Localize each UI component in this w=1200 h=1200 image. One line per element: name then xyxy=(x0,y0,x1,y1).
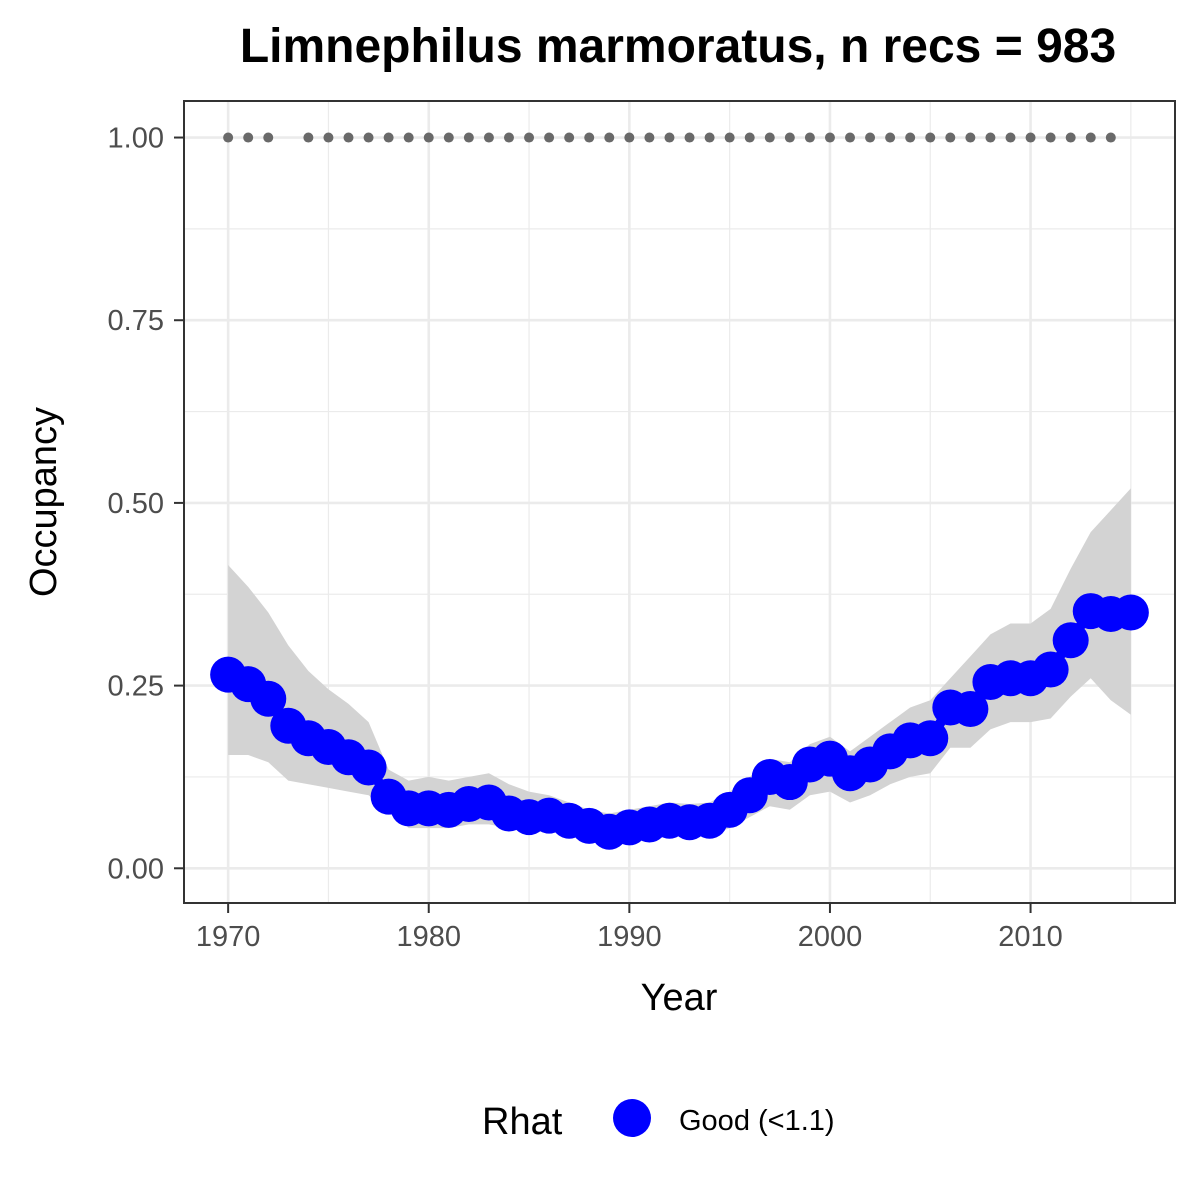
top-point xyxy=(323,132,334,143)
top-point xyxy=(263,132,274,143)
top-point xyxy=(845,132,856,143)
top-point xyxy=(363,132,374,143)
top-point xyxy=(664,132,675,143)
top-point xyxy=(524,132,535,143)
series-point xyxy=(1112,594,1149,631)
top-point xyxy=(744,132,755,143)
top-point xyxy=(503,132,514,143)
x-axis-title: Year xyxy=(641,977,718,1019)
top-point xyxy=(243,132,254,143)
legend-key-good xyxy=(613,1099,651,1137)
y-axis-title: Occupancy xyxy=(23,407,65,597)
top-point xyxy=(343,132,354,143)
legend-label-good: Good (<1.1) xyxy=(679,1105,835,1137)
occupancy-series xyxy=(210,593,1149,850)
chart-title: Limnephilus marmoratus, n recs = 983 xyxy=(240,20,1116,73)
x-tick-label: 2000 xyxy=(798,921,863,953)
top-point xyxy=(584,132,595,143)
top-point xyxy=(483,132,494,143)
top-point xyxy=(704,132,715,143)
top-point xyxy=(684,132,695,143)
series-point xyxy=(350,749,387,786)
top-point xyxy=(1105,132,1116,143)
top-point xyxy=(824,132,835,143)
top-point xyxy=(604,132,615,143)
top-point xyxy=(724,132,735,143)
x-tick-label: 1980 xyxy=(396,921,461,953)
top-point xyxy=(1065,132,1076,143)
top-point xyxy=(303,132,314,143)
x-tick-label: 2010 xyxy=(998,921,1063,953)
top-point xyxy=(403,132,414,143)
top-point xyxy=(1005,132,1016,143)
top-point xyxy=(463,132,474,143)
top-point xyxy=(1025,132,1036,143)
series-point xyxy=(1032,651,1069,688)
top-point xyxy=(865,132,876,143)
top-point xyxy=(544,132,555,143)
top-point xyxy=(223,132,234,143)
top-point xyxy=(885,132,896,143)
top-point xyxy=(564,132,575,143)
legend-title: Rhat xyxy=(482,1101,563,1143)
top-point xyxy=(945,132,956,143)
y-tick-label: 1.00 xyxy=(108,123,164,155)
y-tick-label: 0.00 xyxy=(108,853,164,885)
x-tick-label: 1990 xyxy=(597,921,662,953)
series-point xyxy=(912,720,949,757)
top-point xyxy=(1085,132,1096,143)
y-tick-label: 0.75 xyxy=(108,305,164,337)
top-point xyxy=(905,132,916,143)
top-points xyxy=(223,132,1116,143)
top-point xyxy=(423,132,434,143)
x-tick-label: 1970 xyxy=(196,921,261,953)
top-point xyxy=(624,132,635,143)
top-point xyxy=(764,132,775,143)
top-point xyxy=(644,132,655,143)
top-point xyxy=(925,132,936,143)
y-tick-label: 0.50 xyxy=(108,488,164,520)
top-point xyxy=(443,132,454,143)
top-point xyxy=(965,132,976,143)
top-point xyxy=(383,132,394,143)
series-point xyxy=(250,680,287,717)
legend: Rhat Good (<1.1) xyxy=(482,1099,835,1143)
top-point xyxy=(784,132,795,143)
top-point xyxy=(804,132,815,143)
top-point xyxy=(985,132,996,143)
series-point xyxy=(952,690,989,727)
top-point xyxy=(1045,132,1056,143)
y-tick-label: 0.25 xyxy=(108,671,164,703)
series-point xyxy=(1052,622,1089,659)
axes: 1970 1980 1990 2000 2010 0.00 0.25 0.50 0.75 1.00 xyxy=(108,123,1063,953)
